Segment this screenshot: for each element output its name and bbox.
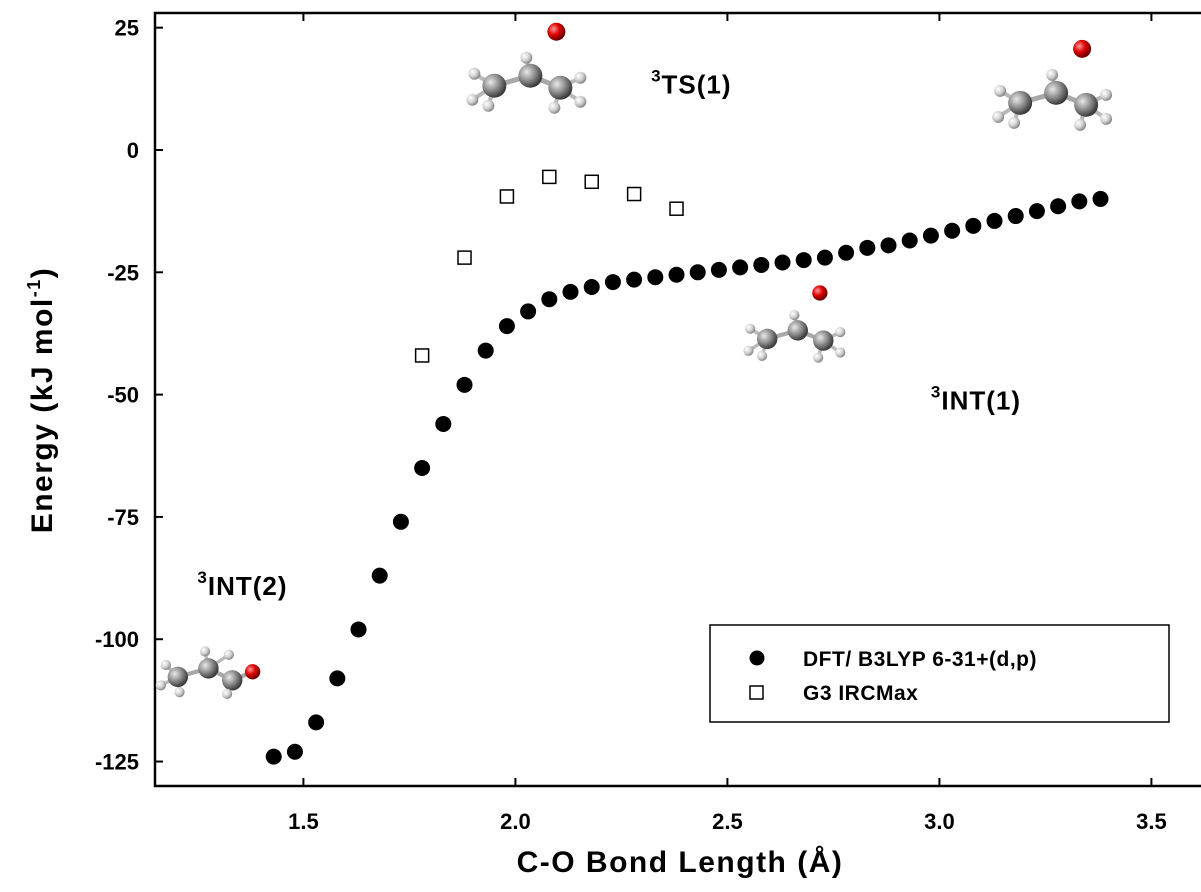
data-point-dft <box>922 227 939 244</box>
annotations: 3TS(1)3INT(1)3INT(2) <box>197 67 1021 601</box>
data-point-dft <box>604 274 621 291</box>
data-point-g3 <box>584 174 599 190</box>
data-point-dft <box>880 237 897 254</box>
series-dft-b3lyp <box>265 190 1109 765</box>
data-point-dft <box>498 318 515 335</box>
data-point-dft <box>308 714 325 731</box>
x-axis: 1.5 2.0 2.5 3.0 3.5 <box>288 13 1167 834</box>
data-point-dft <box>1050 198 1067 215</box>
data-point-g3 <box>626 186 642 202</box>
y-axis-title: Energy (kJ mol-1) <box>24 267 59 534</box>
x-axis-title: C-O Bond Length (Å) <box>517 846 844 879</box>
annotation-label: 3INT(1) <box>931 382 1021 415</box>
data-point-dft <box>816 249 833 266</box>
x-tick-label: 3.5 <box>1136 809 1167 834</box>
plot-frame <box>153 11 1201 788</box>
data-point-g3 <box>542 169 557 185</box>
data-point-dft <box>477 342 494 359</box>
data-point-dft <box>456 376 473 393</box>
data-point-dft <box>329 670 346 687</box>
x-tick-label: 2.0 <box>500 809 531 834</box>
annotation-sup: 3 <box>197 568 207 587</box>
data-point-dft <box>520 303 537 320</box>
data-point-dft <box>583 278 600 295</box>
legend-label-dft: DFT/ B3LYP 6-31+(d,p) <box>803 648 1037 671</box>
y-tick-label: 0 <box>127 138 139 163</box>
data-point-g3 <box>499 189 515 204</box>
legend-marker-dft <box>749 650 765 666</box>
data-point-dft <box>795 252 812 269</box>
data-point-dft <box>753 256 770 273</box>
data-point-dft <box>986 212 1003 229</box>
ts1-molecule <box>466 23 586 114</box>
molecule-images <box>156 23 1112 699</box>
data-point-dft <box>668 266 685 283</box>
legend: DFT/ B3LYP 6-31+(d,p) G3 IRCMax <box>709 624 1170 723</box>
data-point-dft <box>732 259 749 276</box>
int1-top-molecule <box>992 40 1112 131</box>
annotation-sup: 3 <box>651 67 661 86</box>
data-point-dft <box>838 244 855 261</box>
y-tick-label: -25 <box>107 260 139 285</box>
annotation-text: INT(1) <box>941 385 1021 415</box>
annotation-text: TS(1) <box>662 70 732 100</box>
y-axis-title-end: ) <box>26 267 59 279</box>
legend-box <box>709 624 1170 723</box>
int1-mid-molecule <box>743 285 845 362</box>
data-point-dft <box>774 254 791 271</box>
y-tick-label: -50 <box>107 383 139 408</box>
data-point-dft <box>626 271 643 288</box>
x-tick-label: 3.0 <box>924 809 955 834</box>
x-tick-label: 1.5 <box>288 809 319 834</box>
annotation-label: 3TS(1) <box>651 67 731 100</box>
x-tick-label: 2.5 <box>712 809 743 834</box>
data-point-dft <box>371 567 388 584</box>
annotation-label: 3INT(2) <box>197 568 287 601</box>
data-point-dft <box>944 222 961 239</box>
y-tick-label: -125 <box>95 750 139 775</box>
data-point-dft <box>1092 190 1109 207</box>
y-axis-title-main: Energy (kJ mol <box>26 297 59 533</box>
legend-marker-g3 <box>749 685 764 700</box>
data-point-g3 <box>669 201 684 216</box>
data-point-g3 <box>457 250 472 265</box>
data-point-dft <box>1028 203 1045 220</box>
data-point-dft <box>350 621 367 638</box>
data-point-dft <box>689 264 706 281</box>
annotation-text: INT(2) <box>208 571 288 601</box>
data-point-g3 <box>414 348 430 363</box>
data-point-dft <box>392 513 409 530</box>
data-point-dft <box>647 269 664 286</box>
series-g3-ircmax <box>414 169 684 363</box>
data-point-dft <box>541 291 558 308</box>
data-point-dft <box>859 239 876 256</box>
y-tick-label: -100 <box>95 627 139 652</box>
data-point-dft <box>710 261 727 278</box>
int2-molecule <box>156 646 261 699</box>
data-point-dft <box>901 232 918 249</box>
y-tick-label: 25 <box>115 16 139 41</box>
annotation-sup: 3 <box>931 382 941 401</box>
data-point-dft <box>265 748 282 765</box>
y-tick-label: -75 <box>107 505 139 530</box>
data-point-dft <box>414 459 431 476</box>
data-point-dft <box>1071 193 1088 210</box>
data-point-dft <box>435 415 452 432</box>
data-point-dft <box>1007 208 1024 225</box>
legend-label-g3: G3 IRCMax <box>803 682 918 705</box>
data-point-dft <box>286 743 303 760</box>
y-axis: 25 0 -25 -50 -75 -100 -125 <box>95 16 163 775</box>
y-axis-title-sup: -1 <box>24 278 44 297</box>
data-point-dft <box>965 217 982 234</box>
data-point-dft <box>562 283 579 300</box>
